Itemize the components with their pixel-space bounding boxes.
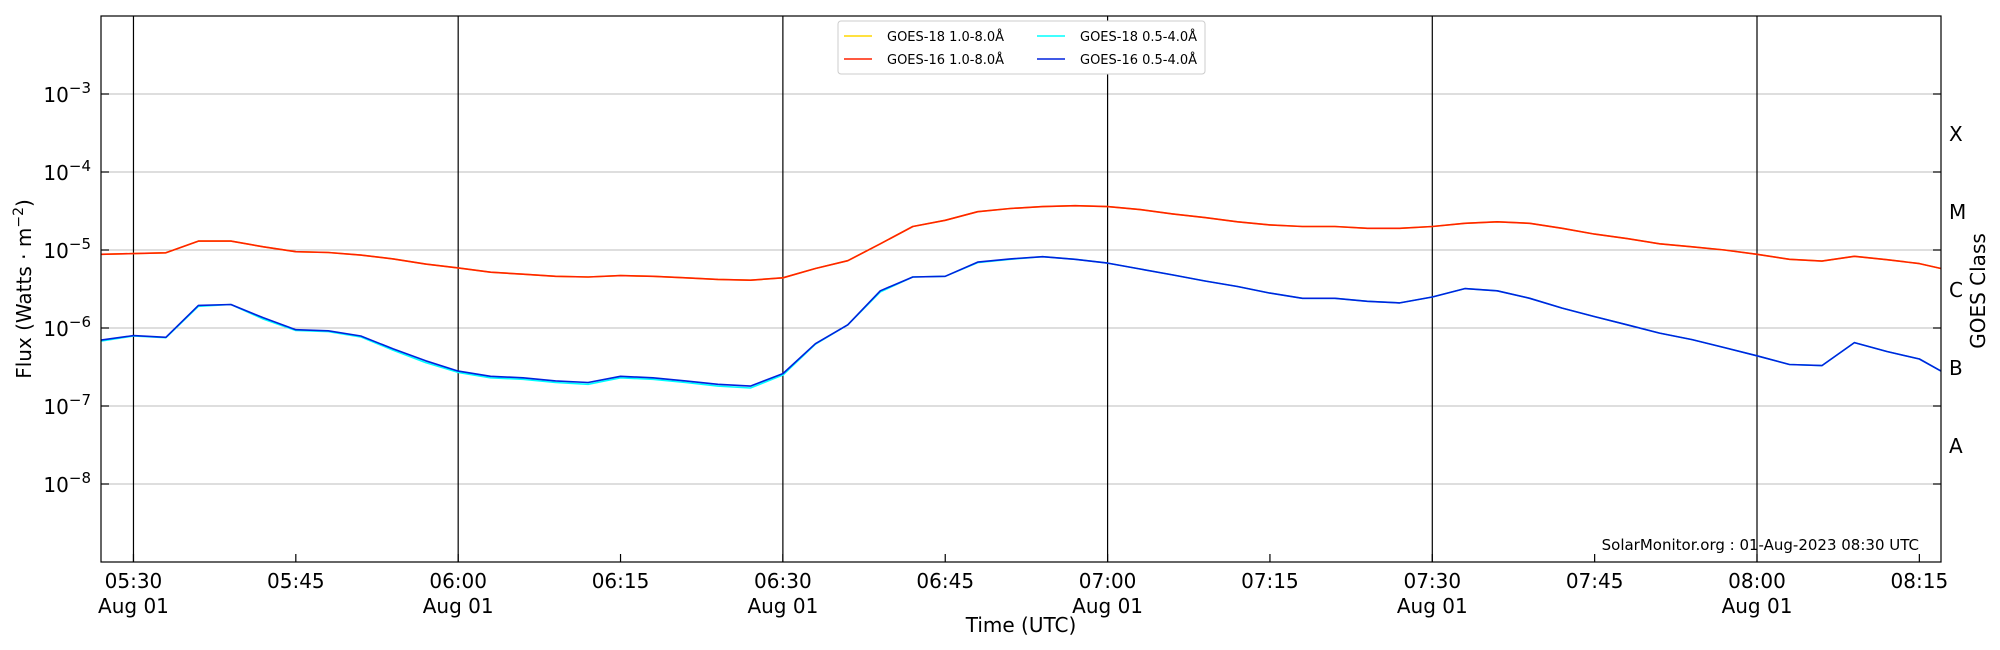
legend-label: GOES-16 0.5-4.0Å [1080, 52, 1197, 68]
y-tick-label-exponent: −7 [69, 391, 91, 409]
y-tick-label-base: 10 [43, 317, 68, 341]
y-axis-title-main: Flux (Watts · m [12, 228, 36, 379]
x-tick-label: 07:15 [1241, 569, 1299, 593]
goes-class-label: A [1949, 434, 1963, 458]
y-tick-label-exponent: −4 [69, 157, 91, 175]
series-line-2 [100, 204, 1942, 282]
series-line-3 [100, 255, 1942, 387]
y-tick-label: 10−8 [43, 469, 91, 497]
x-tick-label: 05:30 [105, 569, 163, 593]
y-tick-label-base: 10 [43, 473, 68, 497]
credit-text: SolarMonitor.org : 01-Aug-2023 08:30 UTC [1602, 536, 1919, 554]
goes-class-label: B [1949, 356, 1963, 380]
y-axis-title: Flux (Watts · m−2) [11, 199, 36, 379]
x-tick-date-label: Aug 01 [423, 594, 494, 618]
y-tick-label: 10−7 [43, 391, 91, 419]
x-tick-label: 07:30 [1403, 569, 1461, 593]
y-tick-label-base: 10 [43, 161, 68, 185]
x-tick-date-label: Aug 01 [98, 594, 169, 618]
y-tick-label-base: 10 [43, 239, 68, 263]
legend: GOES-18 1.0-8.0Å GOES-16 1.0-8.0Å GOES-18 … [837, 20, 1206, 75]
x-tick-date-label: Aug 01 [1722, 594, 1793, 618]
y-axis-ticks: 10−310−410−510−610−710−8 [43, 79, 1941, 497]
y-tick-label-exponent: −8 [69, 469, 91, 487]
x-axis-title: Time (UTC) [965, 613, 1077, 637]
x-tick-date-label: Aug 01 [1072, 594, 1143, 618]
y-tick-label-exponent: −6 [69, 313, 91, 331]
x-tick-label: 06:30 [754, 569, 812, 593]
data-series [100, 204, 1942, 389]
x-tick-label: 06:15 [592, 569, 650, 593]
legend-box [837, 20, 1206, 75]
y-tick-label-base: 10 [43, 395, 68, 419]
y-tick-label-base: 10 [43, 83, 68, 107]
goes-class-labels: X M C B A [1949, 122, 1966, 458]
grid-lines [101, 16, 1941, 562]
x-tick-label: 06:45 [916, 569, 974, 593]
x-tick-label: 06:00 [429, 569, 487, 593]
y-tick-label: 10−5 [43, 235, 91, 263]
x-tick-label: 05:45 [267, 569, 325, 593]
x-tick-date-label: Aug 01 [1397, 594, 1468, 618]
goes-class-label: C [1949, 278, 1963, 302]
x-tick-label: 07:45 [1566, 569, 1624, 593]
plot-frame [100, 15, 1942, 563]
goes-class-label: M [1949, 200, 1966, 224]
x-tick-label: 08:15 [1891, 569, 1949, 593]
x-tick-label: 08:00 [1728, 569, 1786, 593]
goes-class-axis-title: GOES Class [1966, 233, 1990, 349]
legend-label: GOES-16 1.0-8.0Å [887, 52, 1004, 68]
goes-class-label: X [1949, 122, 1963, 146]
y-tick-label: 10−4 [43, 157, 91, 185]
y-tick-label-exponent: −3 [69, 79, 91, 97]
y-axis-title-close: ) [12, 199, 36, 207]
x-tick-date-label: Aug 01 [747, 594, 818, 618]
y-tick-label: 10−3 [43, 79, 91, 107]
y-tick-label-exponent: −5 [69, 235, 91, 253]
legend-label: GOES-18 1.0-8.0Å [887, 29, 1004, 45]
y-tick-label: 10−6 [43, 313, 91, 341]
y-axis-title-exponent: −2 [11, 207, 27, 228]
x-tick-label: 07:00 [1079, 569, 1137, 593]
legend-label: GOES-18 0.5-4.0Å [1080, 29, 1197, 45]
